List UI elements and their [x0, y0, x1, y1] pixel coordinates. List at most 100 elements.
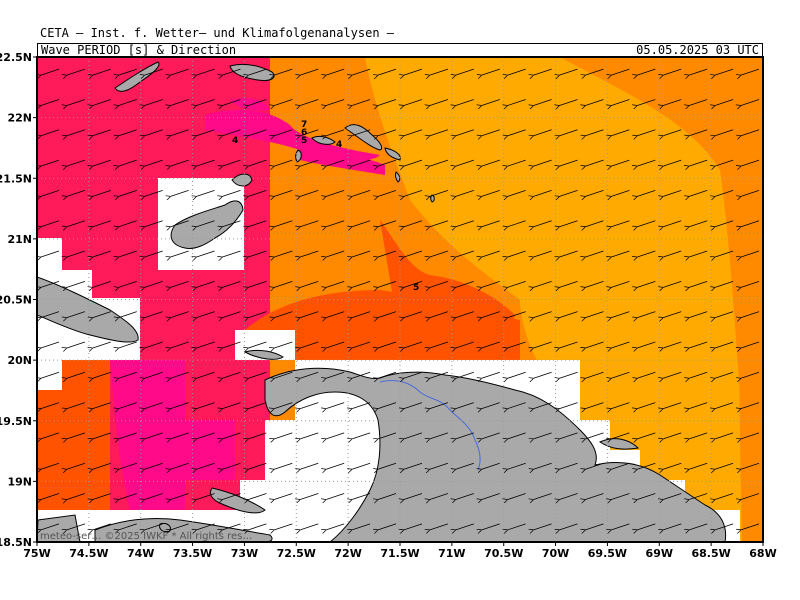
direction-arrow: [404, 68, 423, 75]
direction-arrow: [741, 190, 760, 196]
y-tick-label: 20.5N: [0, 294, 32, 307]
direction-arrow: [67, 311, 86, 318]
direction-arrow: [352, 159, 371, 166]
direction-arrow: [560, 402, 578, 409]
direction-arrow: [689, 341, 708, 348]
direction-arrow: [637, 220, 656, 227]
direction-arrow: [715, 159, 734, 166]
direction-arrow: [378, 68, 397, 75]
direction-arrow: [508, 280, 526, 287]
direction-arrow: [585, 523, 604, 530]
direction-arrow: [171, 159, 189, 166]
direction-arrow: [171, 280, 189, 287]
direction-arrow: [41, 311, 60, 318]
direction-arrow: [741, 220, 760, 227]
direction-arrow: [145, 159, 163, 166]
direction-arrow: [93, 190, 111, 196]
direction-arrow: [560, 99, 578, 105]
direction-arrow: [41, 190, 60, 196]
direction-arrow: [197, 220, 215, 227]
direction-arrow: [534, 493, 552, 500]
direction-arrow: [534, 280, 552, 287]
x-tick-label: 75W: [23, 547, 50, 560]
direction-arrow: [67, 462, 86, 469]
direction-arrow: [534, 371, 552, 378]
land-caicos-islands: [344, 124, 383, 151]
direction-arrow: [430, 341, 449, 348]
direction-arrow: [222, 402, 241, 409]
direction-arrow: [145, 129, 163, 136]
x-tick-label: 69W: [646, 547, 673, 560]
direction-arrow: [274, 280, 293, 287]
direction-arrow: [404, 493, 423, 500]
direction-arrow: [274, 99, 293, 105]
direction-arrow: [326, 493, 345, 500]
direction-arrow: [41, 250, 60, 257]
direction-arrow: [585, 280, 604, 287]
direction-arrow: [326, 462, 345, 469]
direction-arrow: [637, 493, 656, 500]
direction-arrow: [274, 432, 293, 439]
direction-arrow: [222, 99, 241, 105]
x-tick-label: 72W: [334, 547, 361, 560]
direction-arrow: [456, 220, 474, 227]
direction-arrow: [171, 250, 189, 257]
direction-arrow: [430, 311, 449, 318]
direction-arrow: [67, 159, 86, 166]
direction-arrow: [508, 159, 526, 166]
direction-arrow: [663, 311, 682, 318]
direction-arrow: [67, 523, 86, 530]
direction-arrow: [197, 250, 215, 257]
direction-arrow: [248, 159, 267, 166]
direction-arrow: [248, 68, 267, 75]
direction-arrow: [248, 402, 267, 409]
direction-arrow: [197, 190, 215, 196]
y-tick-label: 22.5N: [0, 51, 32, 64]
direction-arrow: [41, 371, 60, 378]
direction-arrow: [534, 432, 552, 439]
direction-arrow: [741, 68, 760, 75]
direction-arrow: [482, 99, 500, 105]
direction-arrow: [41, 159, 60, 166]
direction-arrow: [119, 159, 137, 166]
direction-arrow: [145, 371, 163, 378]
direction-arrow: [585, 311, 604, 318]
direction-arrow: [534, 523, 552, 530]
chart-title: CETA – Inst. f. Wetter– und Klimafolgena…: [40, 26, 395, 40]
direction-arrow: [741, 159, 760, 166]
direction-arrow: [534, 311, 552, 318]
x-tick-label: 70W: [542, 547, 569, 560]
direction-arrow: [274, 129, 293, 136]
direction-arrow: [585, 250, 604, 257]
direction-arrow: [560, 493, 578, 500]
direction-arrow: [534, 99, 552, 105]
direction-arrow: [248, 523, 267, 530]
direction-arrow: [585, 341, 604, 348]
direction-arrow: [508, 341, 526, 348]
direction-arrow: [715, 341, 734, 348]
direction-arrow: [67, 220, 86, 227]
direction-arrow: [378, 250, 397, 257]
direction-arrow: [326, 432, 345, 439]
direction-arrow: [378, 493, 397, 500]
direction-arrow: [430, 523, 449, 530]
land-acklins-island: [170, 200, 244, 249]
direction-arrow: [404, 99, 423, 105]
direction-arrow: [663, 432, 682, 439]
direction-arrow: [93, 159, 111, 166]
direction-arrow: [611, 462, 630, 469]
direction-arrow: [300, 220, 319, 227]
direction-arrow: [326, 68, 345, 75]
wave-direction-arrows: [41, 68, 760, 530]
direction-arrow: [689, 280, 708, 287]
direction-arrow: [300, 250, 319, 257]
direction-arrow: [430, 432, 449, 439]
direction-arrow: [67, 493, 86, 500]
direction-arrow: [145, 250, 163, 257]
direction-arrow: [222, 311, 241, 318]
direction-arrow: [326, 311, 345, 318]
direction-arrow: [689, 190, 708, 196]
x-tick-label: 68.5W: [692, 547, 731, 560]
direction-arrow: [508, 523, 526, 530]
direction-arrow: [197, 523, 215, 530]
